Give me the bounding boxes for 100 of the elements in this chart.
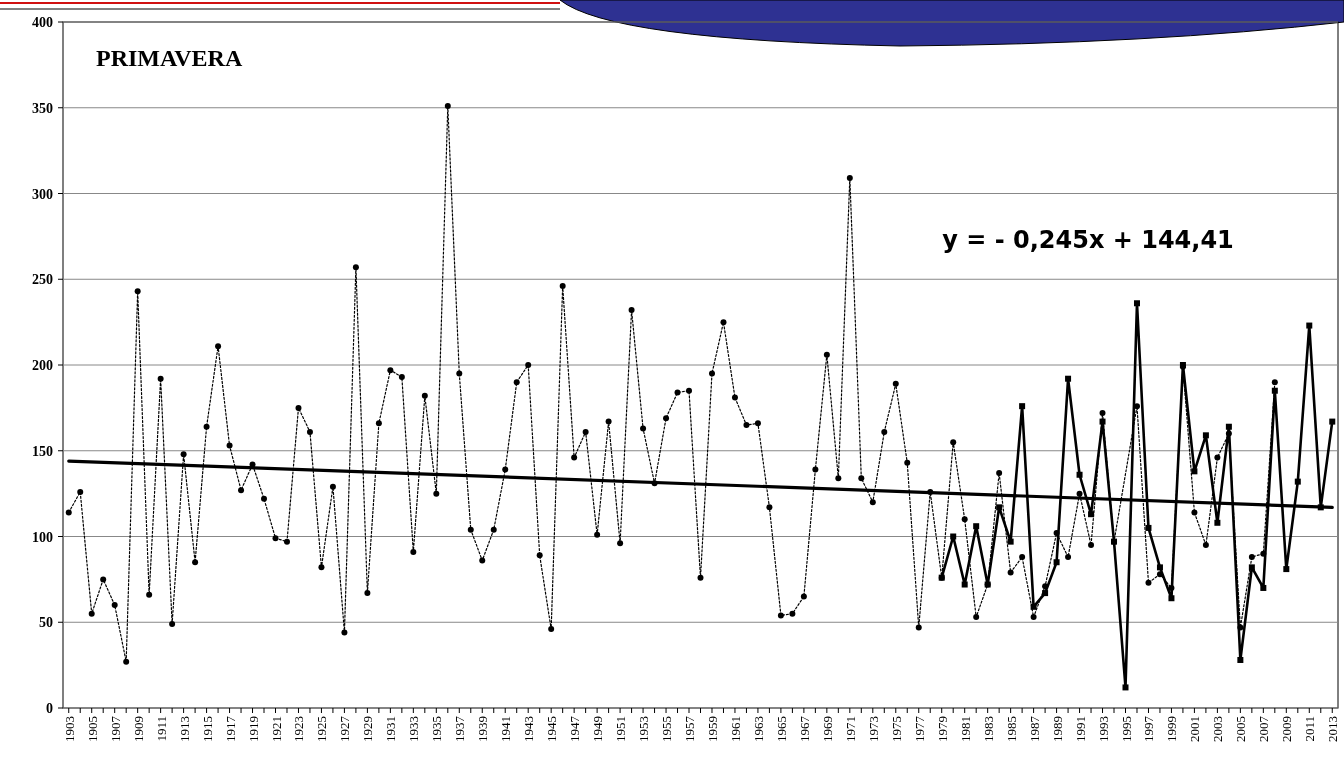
x-tick-label: 2001 [1187,716,1203,742]
point [1156,564,1163,571]
point [1248,564,1255,571]
x-tick-label: 1937 [452,715,468,742]
y-tick-label: 0 [46,701,53,716]
x-tick-label: 1963 [750,716,766,742]
point [1237,656,1244,663]
x-tick-label: 2009 [1279,716,1295,742]
x-tick-label: 1955 [659,716,675,742]
point [1111,538,1118,545]
x-tick-label: 1941 [498,716,514,742]
point [1030,603,1037,610]
x-tick-label: 2005 [1233,716,1249,742]
point [984,581,991,588]
x-tick-label: 1995 [1118,716,1134,742]
x-tick-label: 1983 [980,716,996,742]
x-tick-label: 1935 [429,716,445,742]
point [1019,403,1026,410]
point [996,504,1003,511]
x-tick-label: 1969 [819,716,835,742]
y-tick-label: 50 [39,615,53,631]
x-tick-label: 1931 [383,716,399,742]
x-tick-label: 2011 [1302,716,1318,742]
point [1294,478,1301,485]
x-tick-label: 1913 [176,716,192,742]
point [1099,418,1106,425]
x-tick-label: 1951 [613,716,629,742]
x-tick-label: 1905 [84,716,100,742]
x-tick-label: 1929 [360,716,376,742]
point [1007,538,1014,545]
y-tick-label: 200 [32,358,53,373]
x-tick-label: 2007 [1256,715,1272,742]
x-tick-label: 1921 [268,716,284,742]
x-tick-label: 2013 [1325,716,1341,742]
annotation: y = - 0,245x + 144,41 [942,226,1234,254]
x-tick-label: 1989 [1049,716,1065,742]
x-tick-label: 1959 [704,716,720,742]
x-tick-label: 1919 [245,716,261,742]
point [1306,322,1313,329]
x-tick-label: 1909 [130,716,146,742]
point [1329,418,1336,425]
y-tick-label: 100 [32,529,53,545]
point [961,581,968,588]
point [973,523,980,530]
point [1076,471,1083,478]
x-tick-label: 1961 [727,716,743,742]
x-tick-label: 1943 [521,716,537,742]
x-tick-label: 1985 [1003,716,1019,742]
x-tick-label: 1991 [1072,716,1088,742]
point [1260,584,1267,591]
y-tick-label: 250 [32,272,53,288]
x-tick-label: 1933 [406,716,422,742]
x-tick-label: 1993 [1095,716,1111,742]
point [1168,595,1175,602]
point [1191,468,1198,475]
x-tick-label: 1967 [796,715,812,742]
point [1053,559,1060,566]
x-tick-label: 1987 [1026,715,1042,742]
x-tick-label: 1915 [199,716,215,742]
y-tick-label: 150 [32,443,53,459]
x-tick-label: 1973 [865,716,881,742]
point [1145,524,1152,531]
point [938,574,945,581]
x-tick-label: 1923 [291,716,307,742]
x-tick-label: 1925 [314,716,330,742]
x-tick-label: 1939 [475,716,491,742]
x-tick-label: 1947 [567,715,583,742]
x-tick-label: 1997 [1141,715,1157,742]
point [1065,375,1072,382]
x-tick-label: 1949 [590,716,606,742]
x-tick-label: 1907 [107,715,123,742]
x-tick-label: 1977 [911,715,927,742]
point [1214,519,1221,526]
point [1283,566,1290,573]
x-tick-label: 1981 [957,716,973,742]
x-tick-label: 2003 [1210,716,1226,742]
text: PRIMAVERA [96,45,243,71]
point [1271,387,1278,394]
x-tick-label: 1953 [636,716,652,742]
point [1133,300,1140,307]
point [1042,590,1049,597]
x-tick-label: 1971 [842,716,858,742]
x-tick-label: 1965 [773,716,789,742]
x-tick-label: 1975 [888,716,904,742]
y-tick-label: 300 [32,186,53,202]
y-tick-label: 400 [32,15,53,30]
x-tick-label: 1911 [153,716,169,742]
point [950,533,957,540]
y-tick-label: 350 [32,100,53,116]
x-tick-label: 1957 [682,715,698,742]
point [1122,684,1129,691]
point [1202,432,1209,439]
x-tick-label: 1979 [934,716,950,742]
x-tick-label: 1945 [544,716,560,742]
point [1225,423,1232,430]
point [1088,511,1095,518]
x-tick-label: 1927 [337,715,353,742]
x-tick-label: 1903 [61,716,77,742]
x-tick-label: 1917 [222,715,238,742]
x-tick-label: 1999 [1164,716,1180,742]
